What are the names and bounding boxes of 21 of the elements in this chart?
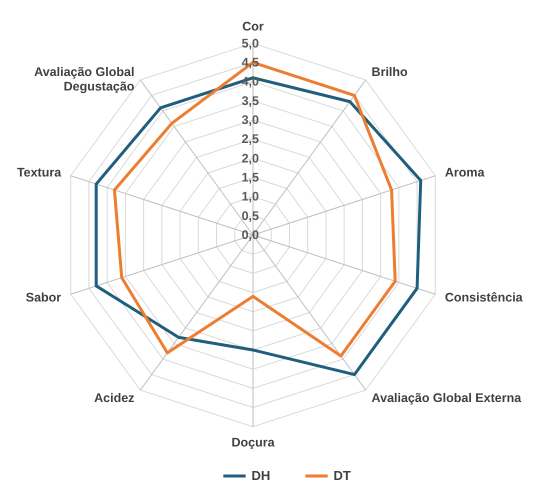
legend-label: DH [252,468,270,483]
y-tick-label: 0,0 [242,228,260,242]
spoke-label: Acidez [94,391,134,406]
y-tick-label: 1,0 [242,190,260,204]
spoke-label: Textura [16,166,62,180]
y-tick-label: 2,5 [242,132,260,146]
spoke-label: Avaliação Global Degustação [34,64,135,94]
spoke-label: Brilho [372,64,408,79]
spoke-label: Sabor [26,290,62,304]
spoke-label: Cor [242,19,264,34]
y-tick-label: 1,5 [242,170,260,184]
y-tick-label: 2,0 [242,151,260,166]
y-tick-label: 3,5 [242,94,260,108]
spoke-label: Doçura [231,436,276,450]
legend-label: DT [334,468,351,483]
spoke-label: Aroma [444,166,486,180]
spoke-label: Consistência [444,290,524,304]
y-tick-label: 5,0 [242,36,260,50]
y-tick-label: 0,5 [242,208,260,223]
spoke-label: Avaliação Global Externa [372,391,522,406]
y-tick-label: 3,0 [242,112,260,127]
